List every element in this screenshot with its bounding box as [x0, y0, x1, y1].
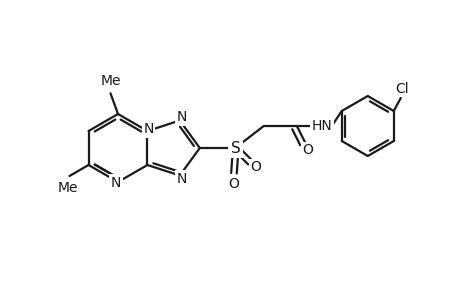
Text: S: S	[230, 140, 240, 155]
Text: Me: Me	[100, 74, 120, 88]
Text: N: N	[111, 176, 121, 190]
Text: Cl: Cl	[394, 82, 408, 96]
Text: N: N	[143, 122, 153, 136]
Text: O: O	[228, 177, 239, 191]
Text: N: N	[176, 110, 186, 124]
Text: O: O	[302, 143, 313, 157]
Text: Me: Me	[57, 181, 78, 195]
Text: O: O	[250, 160, 261, 174]
Text: HN: HN	[311, 119, 331, 133]
Text: N: N	[176, 172, 186, 185]
